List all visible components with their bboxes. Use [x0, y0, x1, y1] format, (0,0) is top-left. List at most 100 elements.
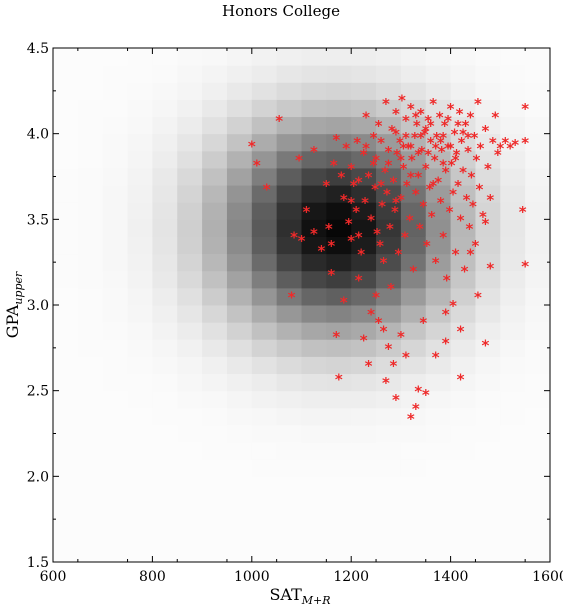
density-cell — [400, 476, 427, 494]
data-point: * — [424, 146, 432, 164]
density-cell — [251, 373, 278, 392]
data-point: * — [521, 258, 529, 276]
density-cell — [525, 407, 551, 426]
data-point: * — [382, 95, 390, 113]
density-cell — [251, 544, 278, 563]
x-axis-label-sub: M+R — [301, 594, 331, 604]
density-cell — [53, 202, 79, 220]
density-cell — [326, 407, 352, 426]
density-cell — [475, 219, 501, 237]
density-cell — [152, 424, 178, 443]
density-cell — [500, 476, 526, 494]
density-cell — [127, 373, 153, 392]
density-cell — [475, 99, 501, 118]
data-point: * — [506, 139, 514, 157]
density-cell — [450, 133, 476, 152]
density-cell — [475, 476, 501, 494]
data-point: * — [457, 211, 465, 229]
density-cell — [400, 356, 427, 375]
data-point: * — [486, 191, 494, 209]
density-cell — [202, 527, 228, 546]
data-point: * — [397, 191, 405, 209]
density-cell — [400, 459, 427, 477]
density-cell — [53, 527, 79, 546]
density-cell — [400, 185, 427, 203]
density-cell — [127, 305, 153, 323]
density-cell — [251, 150, 278, 169]
density-cell — [450, 424, 476, 443]
data-point: * — [469, 198, 477, 216]
data-point: * — [335, 371, 343, 389]
density-cell — [351, 305, 377, 323]
density-cell — [400, 424, 427, 443]
data-point: * — [467, 109, 475, 127]
density-cell — [226, 476, 253, 494]
density-cell — [351, 99, 377, 118]
data-point: * — [422, 122, 430, 140]
density-cell — [450, 202, 476, 220]
density-cell — [177, 253, 203, 272]
density-cell — [450, 390, 476, 409]
density-cell — [53, 167, 79, 186]
data-point: * — [481, 122, 489, 140]
density-cell — [500, 150, 526, 169]
data-point: * — [337, 169, 345, 187]
density-cell — [500, 82, 526, 100]
data-point: * — [350, 177, 358, 195]
density-cell — [301, 150, 327, 169]
density-cell — [376, 459, 402, 477]
data-point: * — [446, 203, 454, 221]
density-cell — [102, 424, 129, 443]
density-cell — [152, 356, 178, 375]
density-cell — [400, 202, 427, 220]
density-cell — [450, 493, 476, 512]
density-cell — [276, 493, 302, 512]
data-point: * — [399, 160, 407, 178]
data-point: * — [413, 117, 421, 135]
density-cell — [251, 339, 278, 357]
density-cell — [301, 339, 327, 357]
density-cell — [226, 339, 253, 357]
density-cell — [326, 390, 352, 409]
density-cell — [102, 270, 129, 289]
density-cell — [425, 544, 452, 563]
density-cell — [202, 202, 228, 220]
density-cell — [475, 133, 501, 152]
density-cell — [276, 99, 302, 118]
density-cell — [301, 442, 327, 460]
y-axis-label: GPAupper — [3, 271, 25, 338]
density-cell — [500, 133, 526, 152]
density-cell — [152, 99, 178, 118]
density-cell — [226, 424, 253, 443]
density-cell — [53, 305, 79, 323]
density-cell — [251, 167, 278, 186]
density-cell — [525, 287, 551, 306]
density-cell — [351, 219, 377, 237]
density-cell — [177, 185, 203, 203]
density-cell — [177, 493, 203, 512]
density-cell — [351, 82, 377, 100]
data-point: * — [392, 105, 400, 123]
density-cell — [525, 424, 551, 443]
density-cell — [450, 476, 476, 494]
density-cell — [450, 459, 476, 477]
data-point: * — [372, 151, 380, 169]
density-cell — [475, 202, 501, 220]
data-point: * — [310, 225, 318, 243]
density-cell — [525, 510, 551, 529]
density-cell — [475, 287, 501, 306]
density-cell — [376, 99, 402, 118]
density-cell — [500, 185, 526, 203]
density-cell — [102, 544, 129, 563]
density-cell — [152, 527, 178, 546]
density-cell — [475, 459, 501, 477]
density-cell — [127, 287, 153, 306]
density-cell — [326, 253, 352, 272]
density-cell — [425, 48, 452, 66]
data-point: * — [491, 109, 499, 127]
data-point: * — [332, 131, 340, 149]
density-cell — [77, 116, 104, 135]
density-cell — [226, 442, 253, 460]
density-cell — [202, 407, 228, 426]
data-point: * — [459, 163, 467, 181]
